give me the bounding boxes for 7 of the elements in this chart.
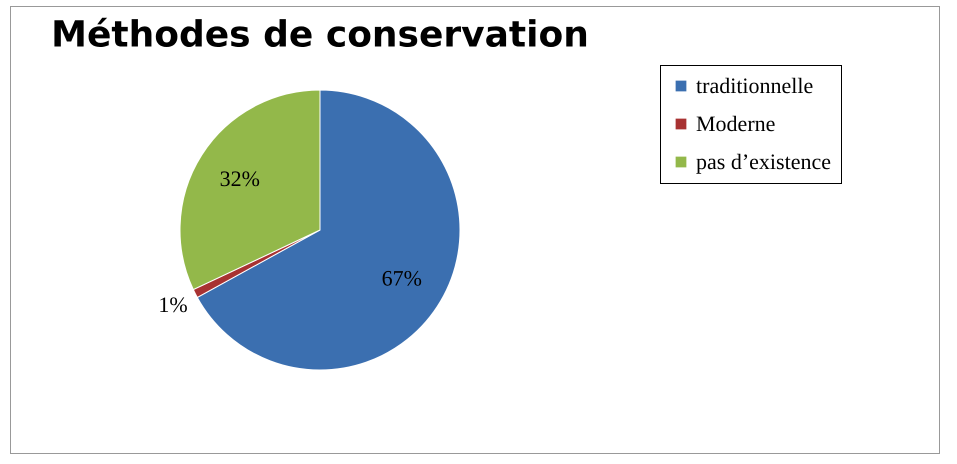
- data-label: 1%: [158, 292, 188, 317]
- data-label: 32%: [220, 166, 260, 192]
- legend-label: Moderne: [696, 111, 776, 136]
- legend-label: pas d’existence: [696, 149, 831, 174]
- data-label: 67%: [382, 265, 422, 290]
- chart-title: Méthodes de conservation: [51, 14, 589, 56]
- legend-label: traditionnelle: [696, 73, 814, 98]
